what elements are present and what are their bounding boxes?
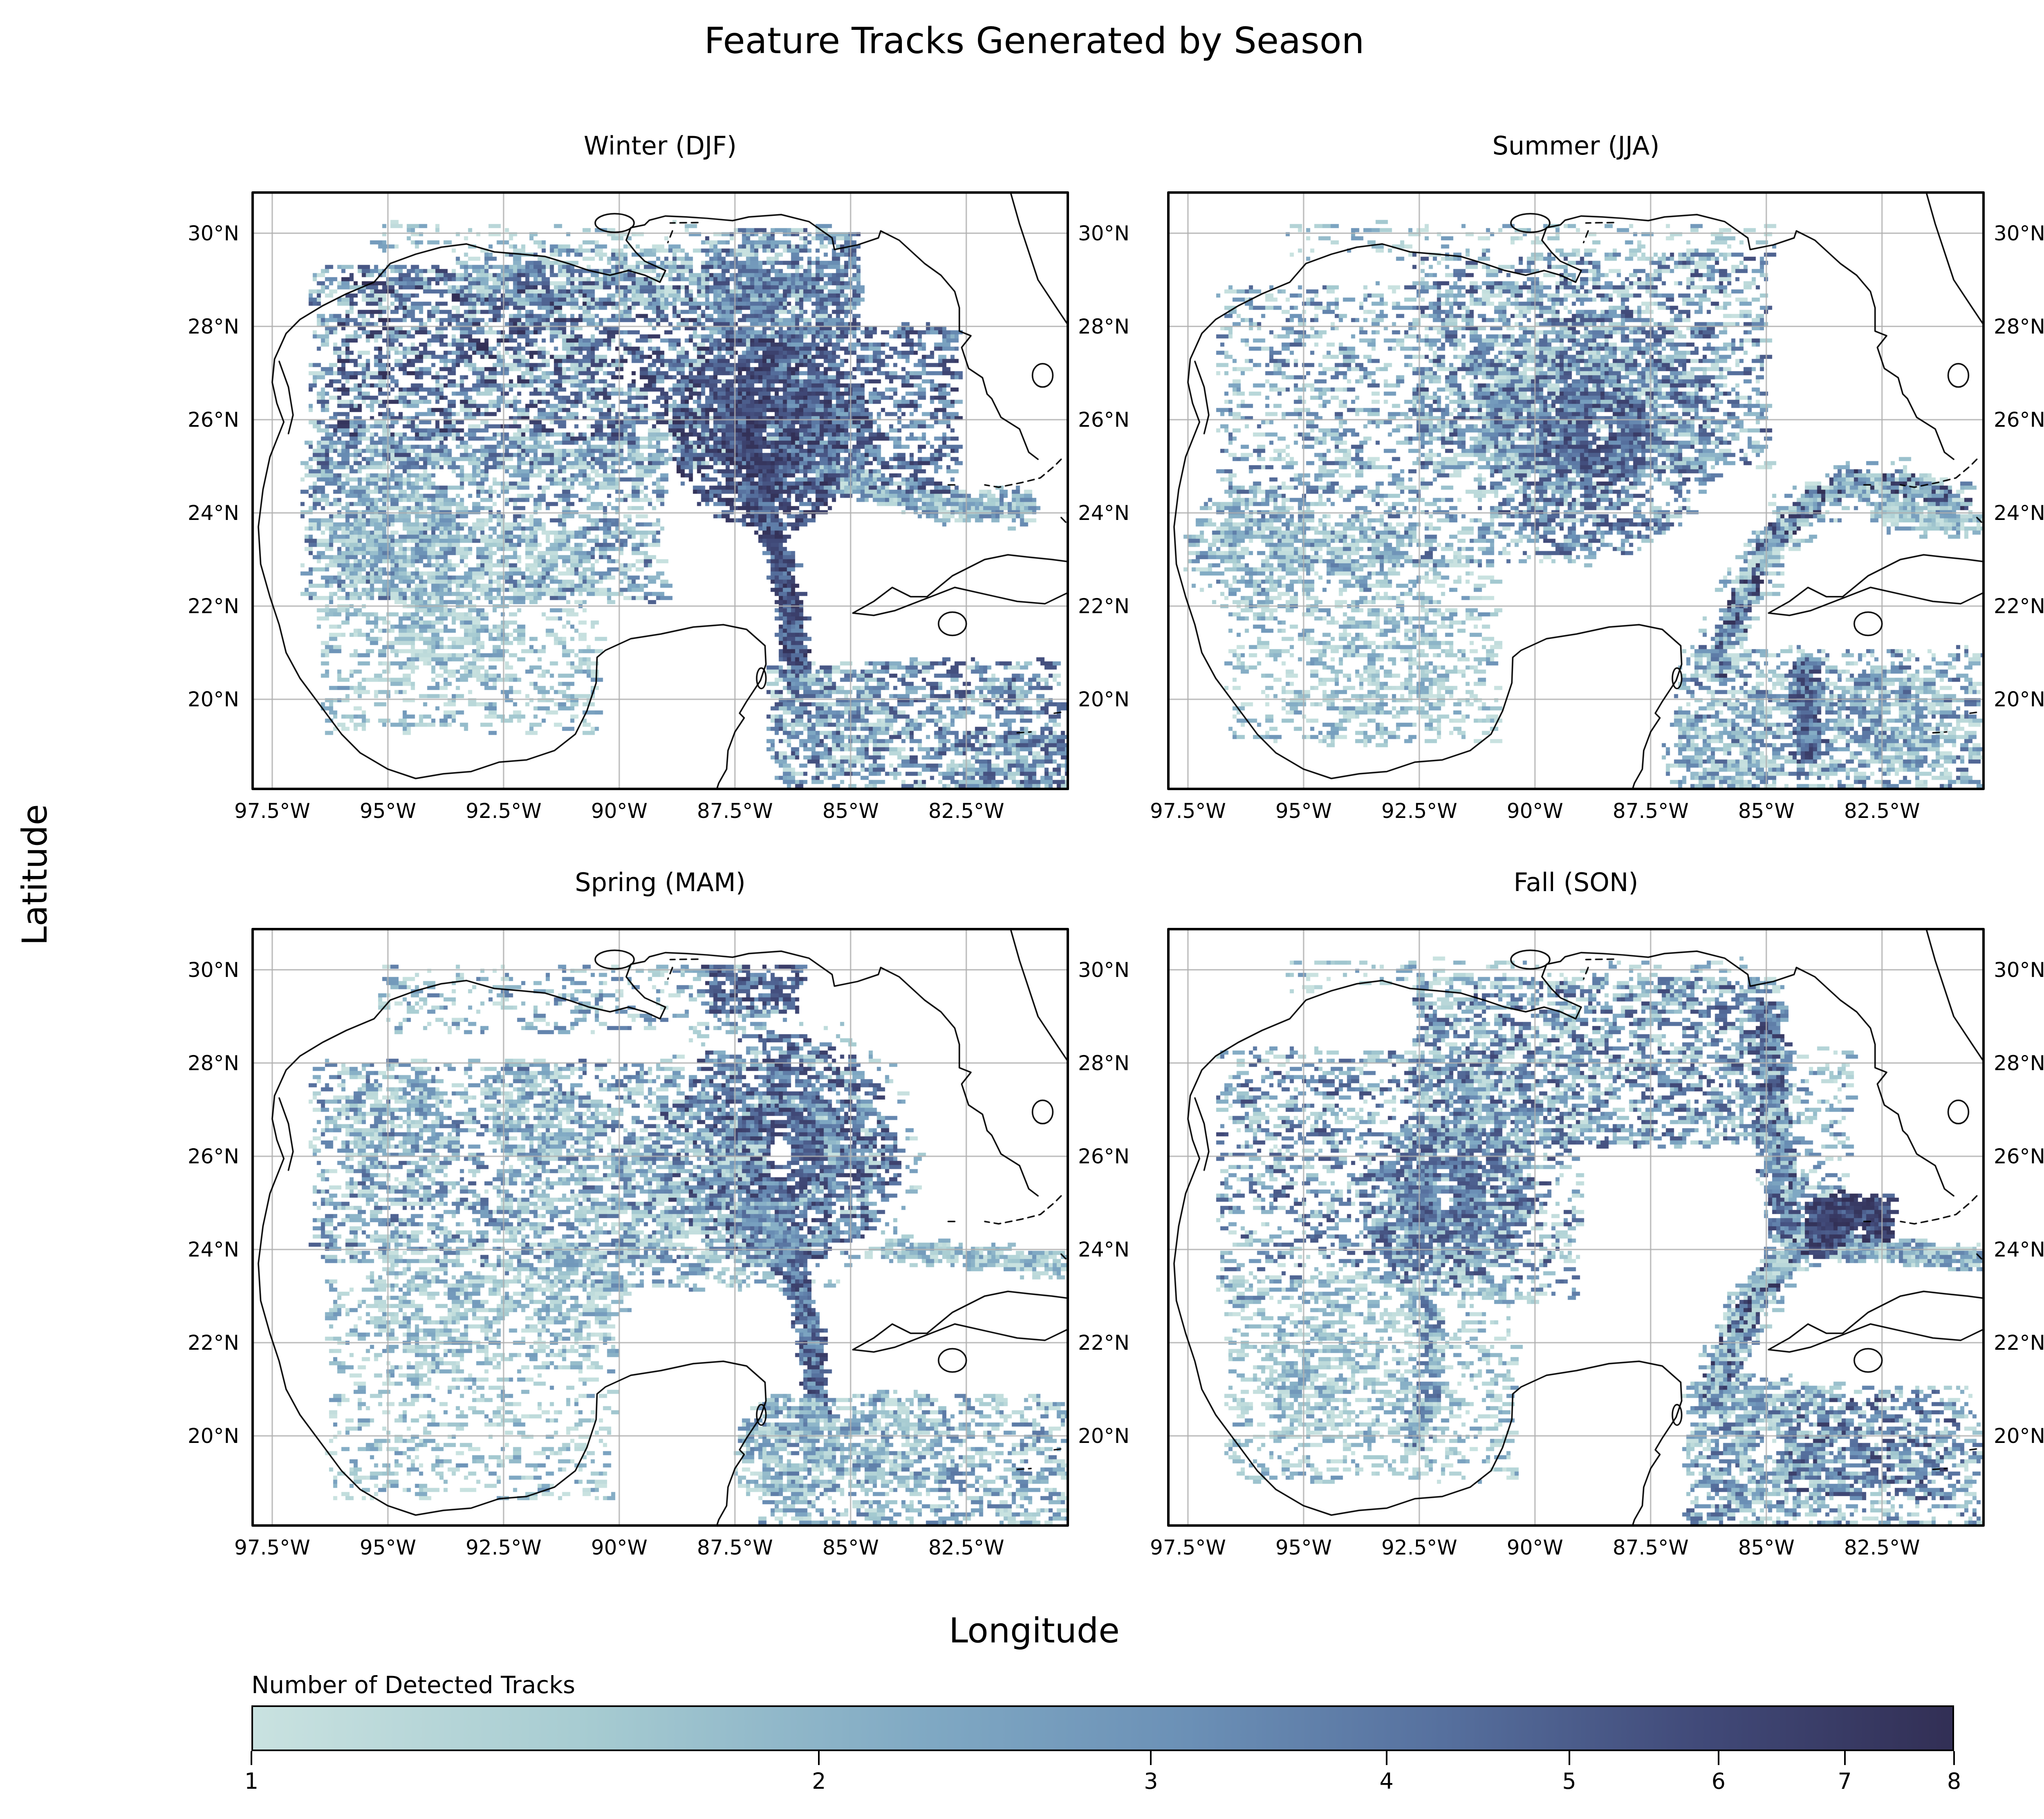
colorbar-tick-label: 6: [1711, 1768, 1726, 1794]
colorbar-tick-label: 2: [812, 1768, 826, 1794]
lat-tick-label: 20°N: [187, 687, 239, 711]
lat-tick-label: 26°N: [1994, 1144, 2044, 1168]
lat-tick-label: 24°N: [1994, 1237, 2044, 1261]
lat-tick-label: 24°N: [1994, 501, 2044, 525]
colorbar-tick-mark: [1568, 1751, 1570, 1765]
lat-tick-label: 30°N: [1994, 958, 2044, 982]
map-spring-mam: [251, 928, 1069, 1527]
lat-tick-label: 24°N: [1078, 1237, 1130, 1261]
lat-tick-label: 22°N: [1078, 594, 1130, 618]
colorbar-label: Number of Detected Tracks: [251, 1671, 576, 1699]
colorbar-tick-label: 1: [244, 1768, 259, 1794]
lon-tick-label: 92.5°W: [465, 1536, 542, 1559]
colorbar-tick-label: 5: [1562, 1768, 1576, 1794]
subplot-title-winter-djf: Winter (DJF): [583, 131, 737, 161]
lat-tick-label: 30°N: [187, 958, 239, 982]
lon-tick-label: 85°W: [1738, 1536, 1795, 1559]
colorbar: [251, 1705, 1954, 1751]
lat-tick-label: 26°N: [187, 1144, 239, 1168]
lat-tick-label: 30°N: [187, 221, 239, 245]
colorbar-tick-label: 7: [1838, 1768, 1852, 1794]
lon-tick-label: 97.5°W: [1150, 799, 1226, 823]
lon-tick-label: 90°W: [591, 1536, 648, 1559]
lat-tick-label: 20°N: [1994, 687, 2044, 711]
colorbar-tick-label: 8: [1947, 1768, 1961, 1794]
lat-tick-label: 24°N: [187, 1237, 239, 1261]
lat-tick-label: 24°N: [1078, 501, 1130, 525]
subplot-title-summer-jja: Summer (JJA): [1492, 131, 1660, 161]
subplot-title-spring-mam: Spring (MAM): [575, 867, 746, 897]
colorbar-tick-mark: [1844, 1751, 1846, 1765]
lon-tick-label: 85°W: [1738, 799, 1795, 823]
colorbar-tick-mark: [1717, 1751, 1719, 1765]
colorbar-tick-mark: [1385, 1751, 1387, 1765]
lon-tick-label: 87.5°W: [1612, 1536, 1689, 1559]
lat-tick-label: 22°N: [187, 1331, 239, 1355]
lon-tick-label: 85°W: [822, 1536, 879, 1559]
lon-tick-label: 90°W: [1506, 1536, 1563, 1559]
lon-tick-label: 95°W: [359, 1536, 416, 1559]
lon-tick-label: 95°W: [359, 799, 416, 823]
lat-tick-label: 26°N: [1078, 1144, 1130, 1168]
lon-tick-label: 87.5°W: [1612, 799, 1689, 823]
lon-tick-label: 97.5°W: [234, 1536, 310, 1559]
lon-tick-label: 92.5°W: [465, 799, 542, 823]
y-axis-label: Latitude: [15, 804, 55, 945]
lat-tick-label: 26°N: [187, 408, 239, 432]
lat-tick-label: 28°N: [1078, 314, 1130, 338]
x-axis-label: Longitude: [949, 1611, 1120, 1651]
lon-tick-label: 82.5°W: [1844, 799, 1920, 823]
subplot-title-fall-son: Fall (SON): [1513, 867, 1638, 897]
colorbar-tick-mark: [1150, 1751, 1152, 1765]
lon-tick-label: 87.5°W: [697, 799, 773, 823]
colorbar-tick-mark: [251, 1751, 252, 1765]
lat-tick-label: 22°N: [187, 594, 239, 618]
lat-tick-label: 22°N: [1078, 1331, 1130, 1355]
lat-tick-label: 28°N: [1994, 1051, 2044, 1075]
colorbar-tick-label: 4: [1379, 1768, 1394, 1794]
lat-tick-label: 28°N: [187, 314, 239, 338]
lat-tick-label: 26°N: [1994, 408, 2044, 432]
lon-tick-label: 90°W: [1506, 799, 1563, 823]
lon-tick-label: 95°W: [1275, 799, 1332, 823]
colorbar-tick-mark: [1953, 1751, 1955, 1765]
lat-tick-label: 24°N: [187, 501, 239, 525]
lon-tick-label: 95°W: [1275, 1536, 1332, 1559]
figure-title: Feature Tracks Generated by Season: [704, 20, 1365, 62]
lat-tick-label: 20°N: [1994, 1424, 2044, 1448]
lat-tick-label: 30°N: [1078, 958, 1130, 982]
lat-tick-label: 28°N: [187, 1051, 239, 1075]
lon-tick-label: 82.5°W: [928, 1536, 1004, 1559]
colorbar-tick-mark: [818, 1751, 820, 1765]
lon-tick-label: 90°W: [591, 799, 648, 823]
lat-tick-label: 20°N: [1078, 1424, 1130, 1448]
lon-tick-label: 97.5°W: [234, 799, 310, 823]
lon-tick-label: 85°W: [822, 799, 879, 823]
lat-tick-label: 22°N: [1994, 594, 2044, 618]
lon-tick-label: 97.5°W: [1150, 1536, 1226, 1559]
lat-tick-label: 20°N: [187, 1424, 239, 1448]
map-fall-son: [1167, 928, 1985, 1527]
map-winter-djf: [251, 191, 1069, 790]
lat-tick-label: 28°N: [1994, 314, 2044, 338]
colorbar-tick-label: 3: [1144, 1768, 1158, 1794]
lat-tick-label: 20°N: [1078, 687, 1130, 711]
lat-tick-label: 26°N: [1078, 408, 1130, 432]
map-summer-jja: [1167, 191, 1985, 790]
lon-tick-label: 87.5°W: [697, 1536, 773, 1559]
lon-tick-label: 82.5°W: [1844, 1536, 1920, 1559]
lon-tick-label: 92.5°W: [1381, 799, 1457, 823]
lat-tick-label: 28°N: [1078, 1051, 1130, 1075]
lon-tick-label: 82.5°W: [928, 799, 1004, 823]
lat-tick-label: 22°N: [1994, 1331, 2044, 1355]
lon-tick-label: 92.5°W: [1381, 1536, 1457, 1559]
lat-tick-label: 30°N: [1994, 221, 2044, 245]
lat-tick-label: 30°N: [1078, 221, 1130, 245]
